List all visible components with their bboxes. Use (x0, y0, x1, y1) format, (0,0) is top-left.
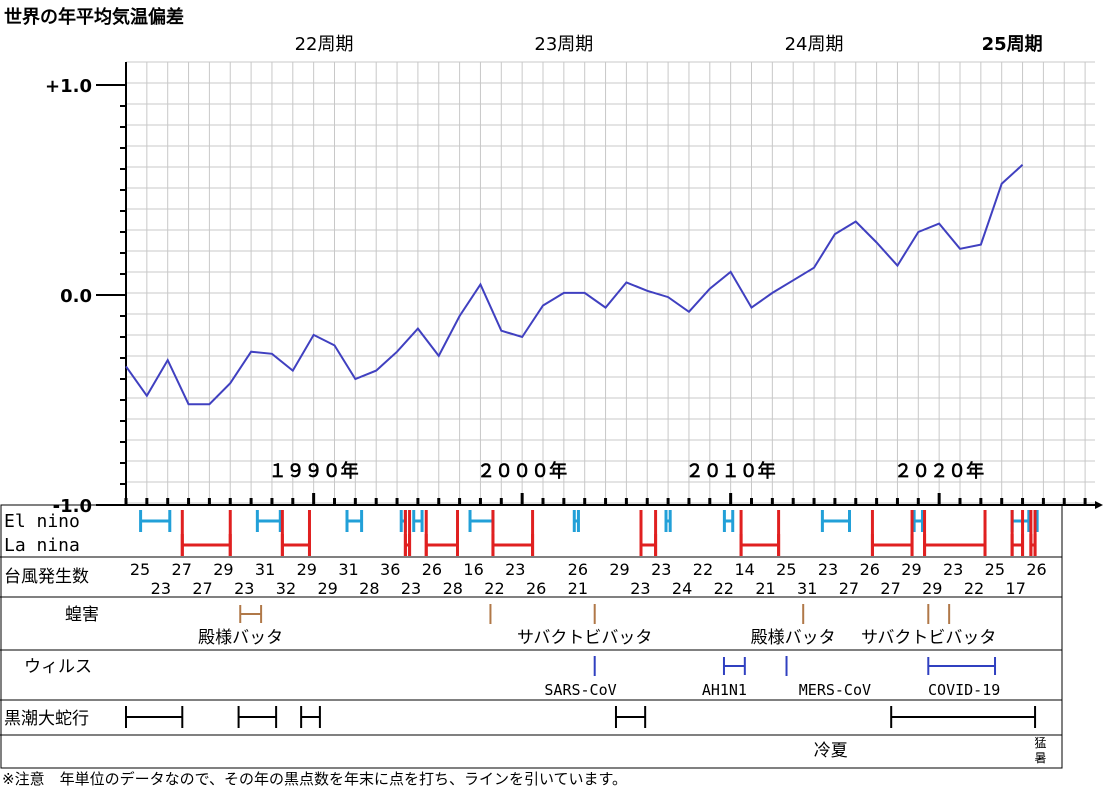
typhoon-count: 22 (693, 560, 713, 579)
y-tick-labels: +1.0 0.0 -1.0 (45, 76, 92, 517)
typhoon-count: 26 (422, 560, 442, 579)
typhoon-count: 25 (776, 560, 796, 579)
virus-label: ウィルス (24, 657, 92, 677)
typhoon-count: 28 (359, 579, 379, 598)
cool-summer-label: 冷夏 (814, 741, 848, 761)
typhoon-count: 31 (338, 560, 358, 579)
decade-label: ２０１０年 (686, 460, 776, 482)
typhoon-count: 17 (1006, 579, 1026, 598)
decade-labels: １９９０年 ２０００年 ２０１０年 ２０２０年 (269, 460, 985, 482)
typhoon-label: 台風発生数 (4, 567, 89, 587)
typhoon-count: 23 (818, 560, 838, 579)
hot-summer-label: 猛 (1035, 736, 1047, 750)
typhoon-count: 27 (192, 579, 212, 598)
typhoon-count: 14 (734, 560, 754, 579)
typhoon-count: 23 (401, 579, 421, 598)
typhoon-count: 29 (901, 560, 921, 579)
typhoon-count: 26 (568, 560, 588, 579)
typhoon-count: 29 (922, 579, 942, 598)
virus-name: SARS-CoV (544, 681, 616, 699)
cycle-label: 24周期 (785, 34, 844, 55)
typhoon-count: 29 (213, 560, 233, 579)
locust-label: 蝗害 (65, 605, 99, 625)
la-nina-label: La nina (4, 535, 80, 556)
typhoon-count: 27 (839, 579, 859, 598)
y-tick-label: -1.0 (53, 496, 92, 517)
title: 世界の年平均気温偏差 (4, 7, 184, 28)
typhoon-count: 28 (443, 579, 463, 598)
locust-name: サバクトビバッタ (517, 628, 652, 648)
typhoon-count: 26 (526, 579, 546, 598)
decade-label: １９９０年 (269, 460, 359, 482)
plot-axes (96, 62, 1103, 509)
hot-summer-label: 暑 (1035, 751, 1047, 765)
decade-label: ２０００年 (477, 460, 567, 482)
kuroshio-label: 黒潮大蛇行 (4, 709, 89, 729)
typhoon-count: 31 (797, 579, 817, 598)
cycle-label: 22周期 (295, 34, 354, 55)
typhoon-count: 27 (172, 560, 192, 579)
virus-name: COVID-19 (928, 681, 1000, 699)
typhoon-count: 26 (860, 560, 880, 579)
typhoon-count: 26 (1026, 560, 1046, 579)
y-tick-label: 0.0 (60, 286, 92, 307)
typhoon-count: 23 (151, 579, 171, 598)
typhoon-count: 23 (651, 560, 671, 579)
typhoon-count: 29 (297, 560, 317, 579)
typhoon-count: 25 (985, 560, 1005, 579)
typhoon-count: 23 (630, 579, 650, 598)
typhoon-count: 25 (130, 560, 150, 579)
el-nino-label: El nino (4, 511, 80, 532)
typhoon-count: 22 (714, 579, 734, 598)
locust-name: サバクトビバッタ (861, 628, 996, 648)
y-tick-label: +1.0 (45, 76, 92, 97)
typhoon-count: 29 (317, 579, 337, 598)
x-axis-arrow (1095, 501, 1103, 509)
decade-label: ２０２０年 (894, 460, 984, 482)
typhoon-count: 27 (880, 579, 900, 598)
typhoon-count: 24 (672, 579, 692, 598)
typhoon-count: 36 (380, 560, 400, 579)
locust-name: 殿様バッタ (198, 628, 283, 648)
table-border (0, 504, 1063, 769)
anomaly-line (125, 164, 1024, 406)
footnote: ※注意 年単位のデータなので、その年の黒点数を年末に点を打ち、ラインを引いていま… (2, 770, 628, 788)
typhoon-count: 22 (484, 579, 504, 598)
series-line (125, 164, 1024, 406)
cycle-label: 25周期 (982, 34, 1043, 55)
typhoon-count: 23 (234, 579, 254, 598)
typhoon-count: 32 (276, 579, 296, 598)
virus-name: MERS-CoV (799, 681, 871, 699)
typhoon-count: 21 (568, 579, 588, 598)
virus-name: AH1N1 (702, 681, 747, 699)
plot-grid (125, 61, 1095, 505)
locust-name: 殿様バッタ (751, 628, 836, 648)
typhoon-count: 29 (609, 560, 629, 579)
typhoon-count: 16 (463, 560, 483, 579)
typhoon-count: 31 (255, 560, 275, 579)
cycle-label: 23周期 (534, 34, 593, 55)
typhoon-count: 21 (755, 579, 775, 598)
cycle-labels: 22周期 23周期 24周期 25周期 (295, 34, 1043, 55)
typhoon-count: 22 (964, 579, 984, 598)
typhoon-count: 23 (943, 560, 963, 579)
typhoon-count: 23 (505, 560, 525, 579)
